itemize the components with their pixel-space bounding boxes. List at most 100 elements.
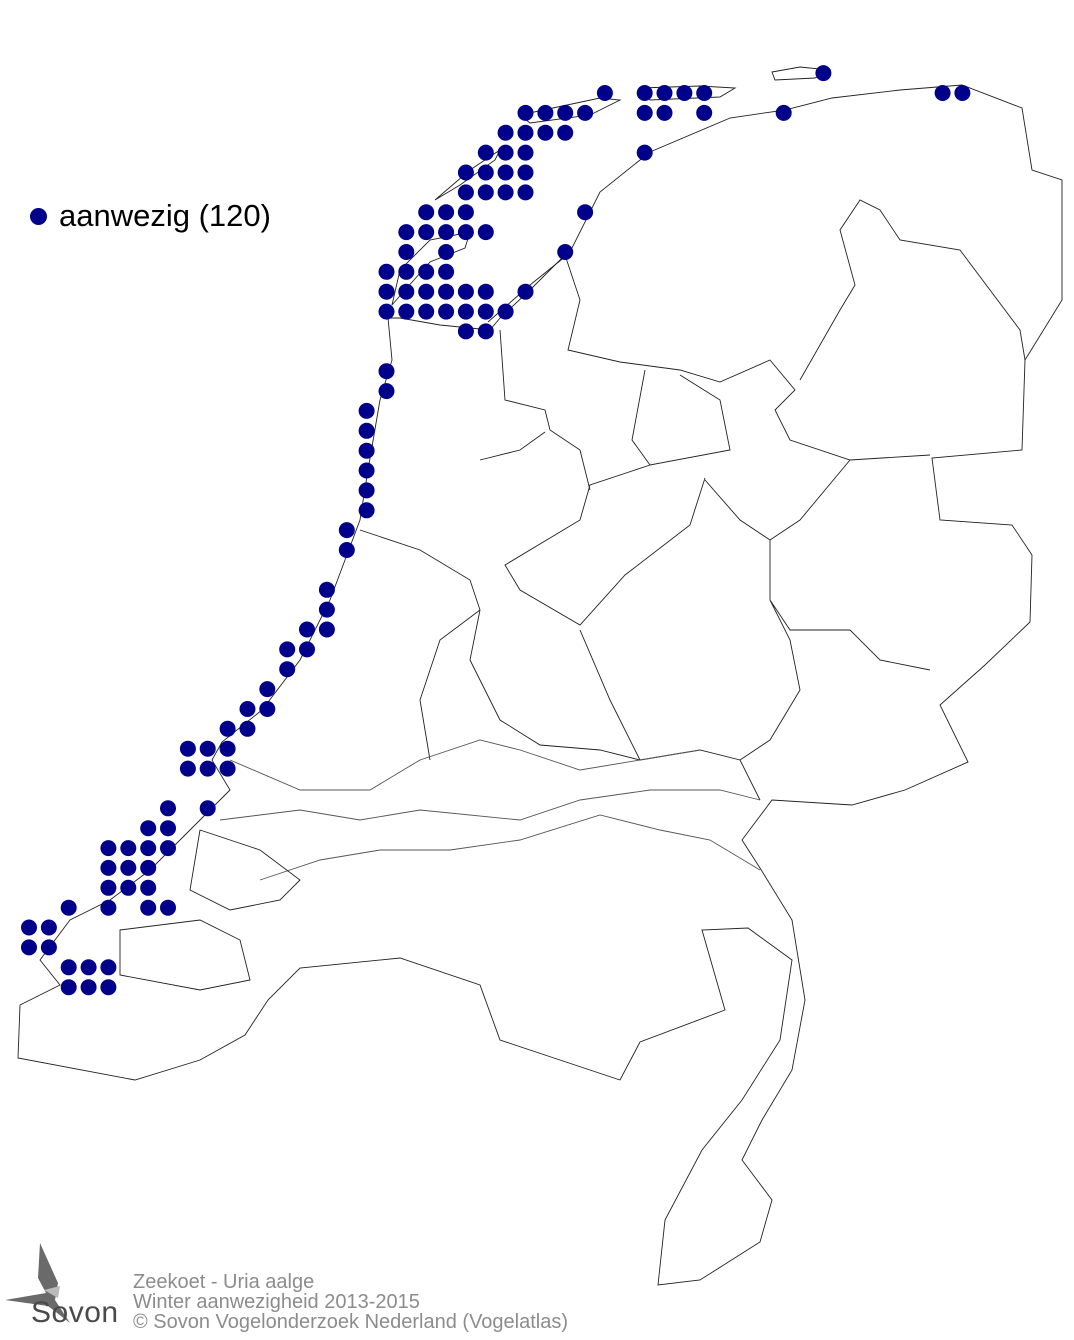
presence-dot (477, 164, 494, 181)
presence-dot (438, 244, 455, 260)
sovon-logo: Sovon (31, 1296, 119, 1329)
copyright: © Sovon Vogelonderzoek Nederland (Vogela… (133, 1311, 569, 1333)
presence-dot (378, 263, 395, 280)
presence-dot (199, 740, 216, 757)
presence-dot (477, 224, 494, 241)
presence-dot (279, 661, 296, 678)
legend-label: aanwezig (120) (59, 198, 271, 233)
presence-dot (418, 283, 435, 300)
presence-dot (418, 263, 435, 280)
presence-dot (557, 124, 574, 141)
presence-dot (358, 462, 375, 479)
presence-dot (696, 85, 713, 101)
presence-dot (358, 402, 375, 419)
presence-dot (21, 939, 37, 956)
presence-dot (577, 104, 594, 121)
ijsselmeer-shore (565, 257, 931, 461)
rivers (219, 739, 761, 881)
presence-dot (457, 184, 474, 201)
presence-dot (517, 144, 534, 161)
presence-dot (398, 303, 415, 320)
presence-dot (537, 104, 554, 121)
presence-dot (557, 244, 574, 260)
presence-dot (477, 303, 494, 320)
legend-dot-icon (30, 207, 47, 225)
presence-dot (398, 224, 415, 241)
presence-dot (378, 303, 395, 320)
presence-dot (517, 184, 534, 201)
presence-dot (239, 720, 256, 737)
presence-dot (299, 641, 315, 658)
presence-dot (199, 760, 216, 777)
legend: aanwezig (120) (30, 198, 271, 234)
presence-dot (477, 283, 494, 300)
presence-dot (279, 641, 296, 658)
presence-dot (160, 820, 176, 837)
presence-dot (418, 204, 435, 221)
presence-dot (577, 204, 594, 221)
presence-dot (219, 720, 236, 737)
presence-dot (676, 85, 693, 101)
presence-dot (318, 581, 335, 598)
presence-dot (259, 681, 276, 698)
presence-dot (60, 899, 77, 916)
presence-dot (120, 859, 137, 876)
presence-dot (160, 800, 176, 817)
presence-dot (199, 800, 216, 817)
presence-dot (140, 879, 157, 896)
presence-dot (517, 104, 534, 121)
presence-dot (517, 283, 534, 300)
presence-dot (497, 144, 514, 161)
presence-dot (418, 303, 435, 320)
presence-dot (140, 859, 157, 876)
presence-dot (477, 144, 494, 161)
terschelling-island (518, 97, 622, 124)
presence-dot (457, 323, 474, 340)
presence-dot (497, 303, 514, 320)
presence-dot (378, 383, 395, 400)
presence-dots (21, 65, 971, 996)
presence-dot (338, 522, 355, 539)
presence-dot (100, 899, 117, 916)
presence-dot (457, 224, 474, 241)
presence-dot (100, 879, 117, 896)
presence-dot (934, 85, 951, 101)
presence-dot (537, 124, 554, 141)
presence-dot (954, 85, 971, 101)
swallow-icon (5, 1243, 70, 1323)
presence-dot (219, 740, 236, 757)
presence-dot (100, 979, 117, 996)
flevoland (504, 369, 731, 626)
presence-dot (140, 840, 157, 857)
map-outline (17, 66, 1063, 1286)
presence-dot (457, 164, 474, 181)
presence-dot (517, 164, 534, 181)
presence-dot (100, 859, 117, 876)
species-title: Zeekoet - Uria aalge (133, 1271, 315, 1293)
presence-dot (398, 283, 415, 300)
presence-dot (160, 899, 176, 916)
presence-dot (259, 701, 276, 717)
presence-dot (596, 85, 613, 101)
map-subtitle: Winter aanwezigheid 2013-2015 (133, 1291, 420, 1313)
presence-dot (497, 124, 514, 141)
presence-dot (477, 184, 494, 201)
presence-dot (497, 184, 514, 201)
presence-dot (80, 959, 97, 976)
presence-dot (656, 85, 673, 101)
presence-dot (775, 104, 792, 121)
presence-dot (557, 104, 574, 121)
presence-dot (179, 760, 196, 777)
presence-dot (100, 840, 117, 857)
presence-dot (438, 283, 455, 300)
presence-dot (318, 621, 335, 638)
presence-dot (299, 621, 315, 638)
presence-dot (438, 263, 455, 280)
presence-dot (40, 939, 57, 956)
presence-dot (21, 919, 37, 936)
presence-dot (497, 164, 514, 181)
presence-dot (457, 283, 474, 300)
presence-dot (120, 879, 137, 896)
